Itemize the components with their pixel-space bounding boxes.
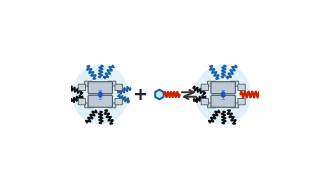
- FancyBboxPatch shape: [201, 98, 209, 105]
- FancyBboxPatch shape: [211, 82, 235, 94]
- FancyBboxPatch shape: [88, 95, 113, 107]
- Circle shape: [222, 92, 224, 94]
- Circle shape: [99, 94, 101, 95]
- FancyBboxPatch shape: [108, 103, 116, 108]
- FancyBboxPatch shape: [208, 103, 215, 108]
- FancyBboxPatch shape: [231, 81, 239, 86]
- FancyBboxPatch shape: [211, 95, 235, 107]
- Circle shape: [222, 94, 224, 95]
- FancyBboxPatch shape: [85, 103, 93, 108]
- FancyBboxPatch shape: [238, 84, 245, 91]
- Ellipse shape: [221, 92, 225, 97]
- FancyBboxPatch shape: [231, 103, 239, 108]
- Polygon shape: [155, 90, 164, 99]
- Ellipse shape: [72, 64, 128, 125]
- Ellipse shape: [195, 64, 251, 125]
- FancyBboxPatch shape: [85, 81, 93, 86]
- Circle shape: [99, 92, 101, 94]
- FancyBboxPatch shape: [115, 84, 122, 91]
- FancyBboxPatch shape: [78, 98, 85, 105]
- FancyBboxPatch shape: [108, 81, 116, 86]
- Text: +: +: [132, 85, 147, 104]
- Circle shape: [222, 95, 224, 97]
- FancyBboxPatch shape: [88, 82, 113, 94]
- Circle shape: [99, 95, 101, 97]
- FancyBboxPatch shape: [201, 84, 209, 91]
- FancyBboxPatch shape: [208, 81, 215, 86]
- FancyBboxPatch shape: [115, 98, 122, 105]
- FancyBboxPatch shape: [78, 84, 85, 91]
- Ellipse shape: [98, 92, 102, 97]
- FancyBboxPatch shape: [238, 98, 245, 105]
